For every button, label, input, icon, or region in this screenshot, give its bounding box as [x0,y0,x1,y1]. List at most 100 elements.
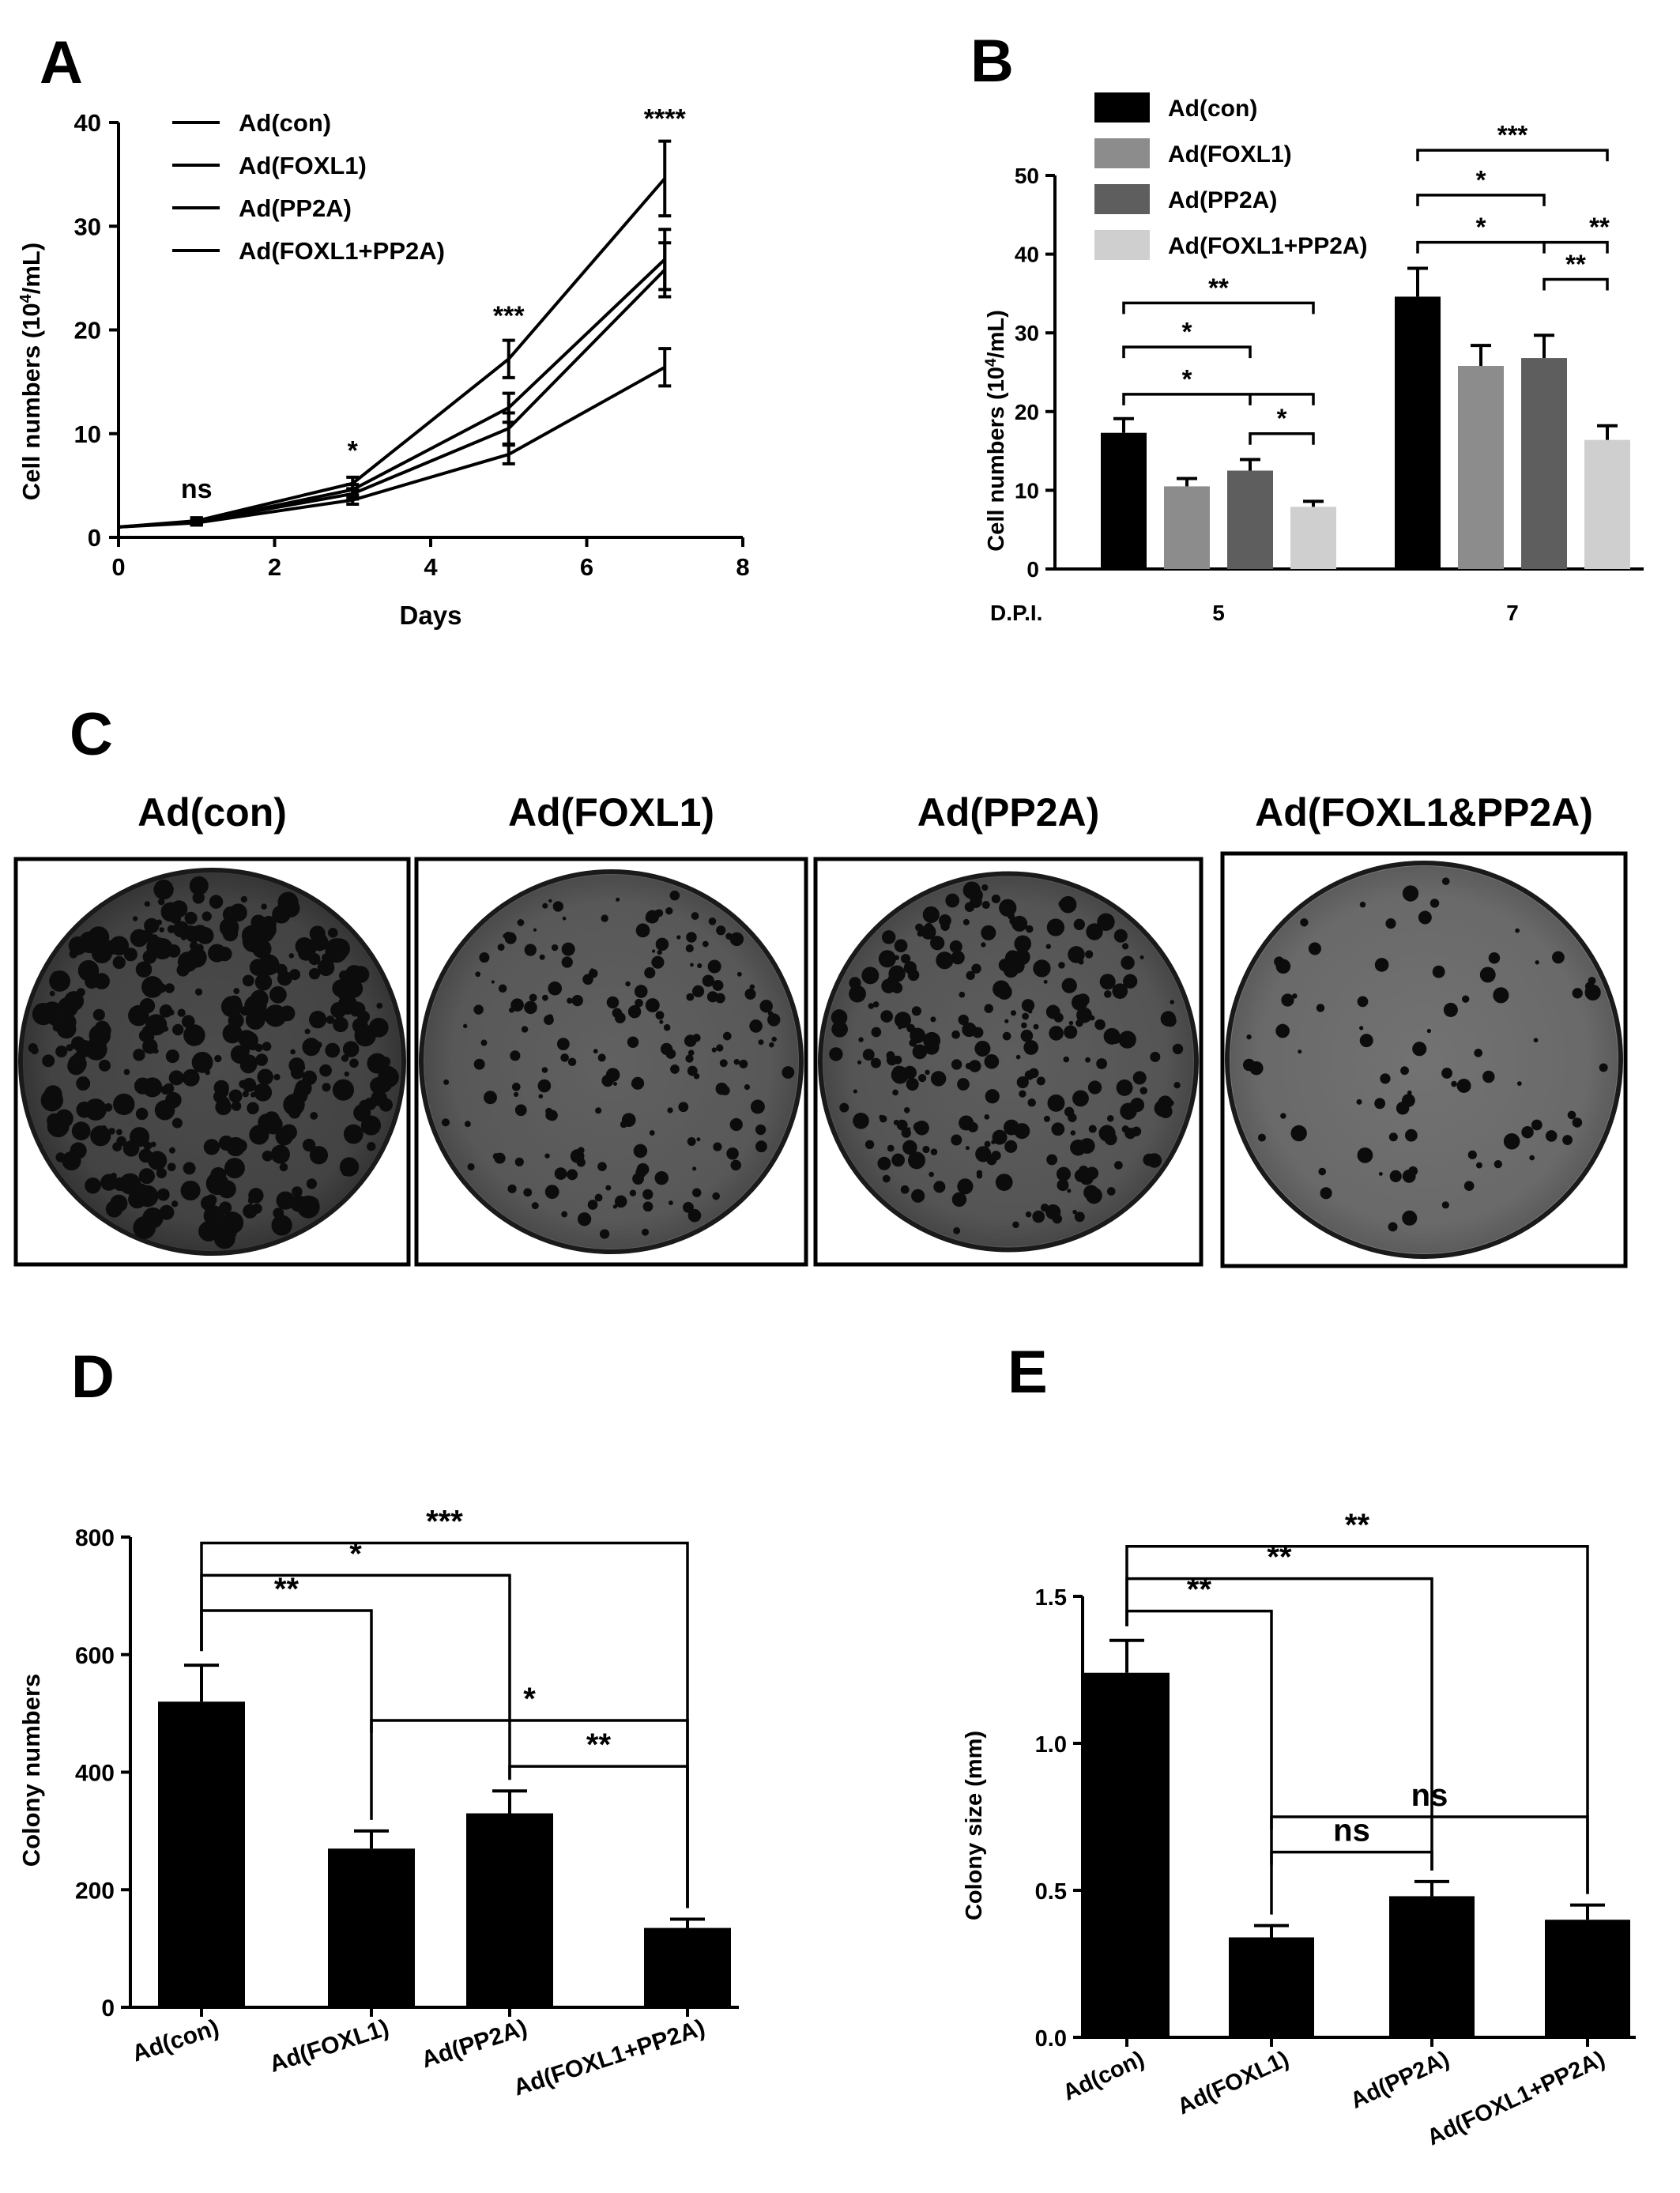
panel-a-significance-label: * [348,436,359,466]
panel-c-colony [702,974,715,987]
panel-c-colony [198,1221,220,1242]
panel-c-colony [1562,1135,1573,1145]
panel-c-colony [1112,983,1128,999]
panel-c-colony [1158,1104,1173,1118]
panel-significance-bracket [200,1609,373,1820]
panel-c-colony [262,1150,273,1162]
panel-c-colony [1467,1150,1477,1159]
panel-c-colony [912,1044,928,1060]
panel-c-colony [222,1023,243,1044]
panel-b-legend-label: Ad(FOXL1+PP2A) [1168,233,1368,259]
panel-c-colony [1046,918,1065,936]
panel-significance-bracket [1270,1850,1433,1871]
panel-c-colony [686,932,697,943]
panel-c-colony [696,1137,701,1142]
panel-c-colony [548,981,563,996]
panel-c-colony [1462,995,1470,1003]
panel-c-colony [1070,1130,1076,1136]
panel-c-colony [76,1076,91,1091]
panel-c-colony [716,1044,724,1052]
panel-c-colony [991,1151,1001,1161]
panel-a-letter: A [40,29,83,96]
panel-c-colony [898,1025,902,1030]
panel-c-colony [685,1054,694,1063]
panel-c-colony [642,1201,654,1212]
panel-c-colony [183,1162,196,1175]
panel-category-label: Ad(con) [129,2014,222,2067]
panel-c-colony [154,1100,175,1121]
panel-c-colony [577,1212,592,1226]
panel-c-colony [1121,943,1129,950]
panel-c-colony [1493,987,1509,1004]
panel-c-colony [849,977,861,989]
panel-c-colony [669,890,680,901]
panel-c-colony [89,1038,95,1045]
panel-bar [158,1701,245,2007]
panel-c-colony [659,1019,664,1024]
panel-c-colony [1064,1025,1078,1039]
panel-c-colony [251,1203,262,1214]
panel-c-colony [514,1104,527,1117]
panel-c-colony [923,1031,941,1049]
panel-c-colony [953,1226,961,1234]
panel-c-colony [441,1118,450,1127]
panel-y-tick-label: 0 [101,1995,115,2022]
panel-c-colony [930,1071,947,1087]
panel-c-colony [651,955,665,969]
panel-c-colony [663,1023,671,1031]
panel-c-colony [900,1185,910,1194]
panel-c-colony [984,1114,990,1120]
panel-c-colony [443,1079,450,1085]
panel-c-colony [165,1049,179,1064]
panel-c-colony [755,1140,767,1153]
panel-b-legend-label: Ad(PP2A) [1168,187,1277,213]
panel-c-colony [884,1012,891,1019]
panel-c-colony [1443,1002,1458,1017]
panel-c-colony [951,1059,962,1070]
panel-c-colony [1064,1106,1075,1117]
panel-c-colony [657,949,662,955]
panel-c-colony [870,1057,881,1068]
panel-c-colony [839,1102,849,1113]
panel-b-significance-label: ** [1208,273,1229,302]
panel-c-colony [325,1042,341,1058]
panel-significance-label: ** [1267,1540,1292,1575]
panel-c-colony [625,981,631,987]
panel-c-colony [100,1174,118,1191]
panel-c-colony [1463,1181,1475,1191]
panel-c-colony [872,1001,880,1008]
panel-a-y-tick-label: 40 [74,109,101,137]
panel-c-colony [1482,1070,1495,1083]
panel-c-colony [521,1026,529,1033]
panel-c-colony [1088,1125,1097,1133]
panel-c-colony [1418,910,1432,925]
panel-c-colony [85,974,99,989]
panel-c-plate-frame [13,857,411,1267]
panel-c-colony [322,1083,331,1092]
panel-c-colony [473,1058,485,1070]
panel-c-colony [687,1065,698,1076]
panel-c-colony [475,971,481,978]
panel-c-colony [473,1004,484,1015]
panel-c-colony [167,1162,176,1172]
panel-c-colony [570,1149,585,1163]
panel-c-colony [525,944,533,952]
panel-c-colony [1572,1117,1583,1128]
panel-c-colony [1298,1049,1302,1054]
panel-c-colony [864,1140,875,1150]
panel-c-colony [691,912,699,921]
panel-c-colony [464,1121,471,1128]
panel-b-bar [1584,439,1630,569]
panel-c-colony [1316,1004,1325,1012]
panel-c-colony [133,1049,145,1061]
panel-significance-label: * [349,1536,362,1571]
panel-a-x-tick-label: 4 [424,553,438,581]
panel-c-colony [1025,925,1034,933]
panel-c-colony [202,1197,213,1209]
panel-c-colony [263,1115,283,1135]
panel-c-colony [587,1200,598,1210]
panel-c-colony [544,1185,559,1200]
panel-c-colony [49,990,55,997]
panel-b-legend-swatch [1094,92,1150,122]
panel-c-colony [1004,1019,1009,1023]
